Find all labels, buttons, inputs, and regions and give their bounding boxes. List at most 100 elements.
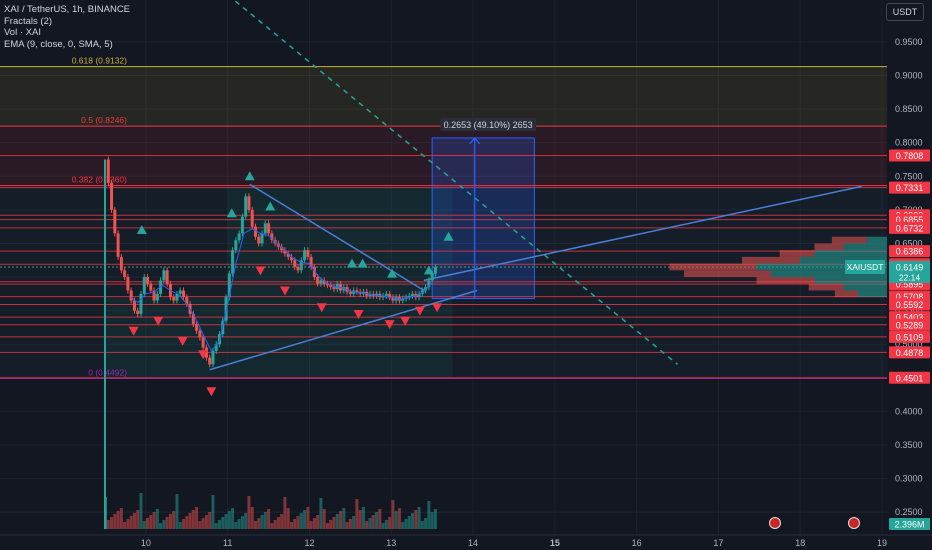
flag-icon[interactable] (769, 517, 781, 529)
fractal-up-icon (226, 208, 237, 218)
candle-body (191, 313, 195, 325)
volume-profile-down (756, 277, 815, 284)
volume-bar (227, 511, 231, 529)
volume-profile-down (808, 283, 844, 291)
volume-bar (142, 521, 146, 529)
fib-label: 0 (0.4492) (88, 367, 127, 377)
candle-body (247, 196, 251, 210)
fractal-down-icon (255, 266, 266, 276)
price-level-label: 0.5109 (896, 332, 924, 342)
volume-bar (204, 515, 208, 529)
candle-body (263, 223, 267, 234)
volume-bar (411, 513, 415, 529)
legend: XAI / TetherUS, 1h, BINANCE Fractals (2)… (4, 4, 130, 50)
candle-body (129, 290, 133, 301)
candle-body (312, 266, 316, 278)
measure-arrowhead (469, 137, 481, 145)
volume-bar (178, 522, 182, 529)
fractal-up-icon (244, 171, 255, 181)
candle-body (253, 226, 257, 237)
price-level-tag (889, 298, 930, 311)
price-level-label: 0.7808 (896, 151, 924, 161)
flag-icon[interactable] (848, 517, 860, 529)
volume-bar (407, 516, 411, 529)
fractal-up-icon (265, 201, 276, 211)
volume-bar (195, 507, 199, 529)
volume-bar (280, 514, 284, 529)
volume-bar (234, 522, 238, 529)
current-price-label: 0.6149 (896, 263, 924, 273)
price-level-label: 0.5592 (896, 300, 924, 310)
currency-button[interactable]: USDT (886, 3, 924, 21)
volume-bar (303, 510, 307, 529)
candle-body (391, 297, 395, 301)
candle-body (132, 300, 136, 311)
candle-body (201, 337, 205, 348)
legend-symbol[interactable]: XAI / TetherUS, 1h, BINANCE (4, 4, 131, 15)
zone-rect (105, 297, 453, 378)
candle-body (142, 277, 146, 294)
candle-body (149, 283, 153, 291)
volume-bar (345, 522, 349, 529)
candle-body (126, 277, 130, 291)
volume-bar (339, 511, 343, 529)
legend-ema[interactable]: EMA (9, close, 0, SMA, 5) (4, 38, 113, 50)
price-tick-label: 0.6500 (895, 238, 923, 248)
candle-body (211, 350, 215, 365)
fractals (128, 171, 454, 397)
candle-body (293, 260, 297, 267)
candle-body (322, 280, 326, 284)
candle-body (433, 266, 437, 274)
volume-profile-up (800, 256, 887, 264)
fractal-up-icon (443, 231, 454, 241)
fractal-down-icon (414, 306, 425, 316)
volume-bar (312, 518, 316, 529)
candle-body (244, 196, 248, 217)
price-level-tag (889, 181, 930, 194)
volume-bar (352, 516, 356, 529)
price-level-tag (889, 245, 930, 258)
volume-bar (263, 512, 267, 529)
volume-bar (309, 521, 313, 529)
volume-bar (104, 497, 107, 529)
price-level-tag (889, 371, 930, 384)
time-axis: 10 11 12 13 14 15 16 17 18 19 (0, 534, 932, 548)
volume-bar (218, 520, 222, 529)
time-tick-label: 11 (223, 538, 232, 548)
legend-volume[interactable]: Vol · XAI (4, 27, 41, 38)
volume-profile-down (831, 236, 867, 244)
volume-profile-up (843, 243, 887, 251)
volume-bar (404, 519, 408, 529)
volume-bar (106, 520, 110, 529)
price-level-label: 0.6855 (896, 215, 924, 225)
candle-body (146, 277, 150, 284)
volume-bar (201, 518, 205, 529)
measure-label: 0.2653 (49.10%) 2653 (444, 120, 533, 130)
volume-profile-down (814, 243, 844, 251)
volume-bar (139, 493, 143, 529)
candle-body (289, 256, 293, 261)
candle-body (430, 273, 434, 281)
candle-body (381, 295, 385, 298)
candle-body (162, 270, 166, 281)
volume-bar (420, 521, 424, 529)
price-tick-label: 0.2500 (895, 507, 923, 517)
fractal-up-icon (387, 268, 398, 278)
trendline (423, 185, 862, 282)
price-level-label: 0.5708 (896, 292, 924, 302)
volume-bar (325, 523, 329, 529)
volume-bar (375, 512, 379, 529)
volume-bar (384, 520, 388, 529)
legend-fractals[interactable]: Fractals (2) (4, 15, 53, 27)
volume-profile-down (669, 263, 757, 271)
volume-profile (669, 236, 887, 298)
fib-label: 0.618 (0.9132) (72, 56, 127, 66)
volume-bar (237, 519, 241, 529)
price-level-label: 0.6386 (896, 247, 924, 257)
volume-tag (889, 518, 930, 530)
fractal-down-icon (353, 309, 364, 319)
volume-bar (110, 517, 114, 529)
volume-bar (182, 519, 186, 529)
volume-bar (188, 513, 192, 529)
